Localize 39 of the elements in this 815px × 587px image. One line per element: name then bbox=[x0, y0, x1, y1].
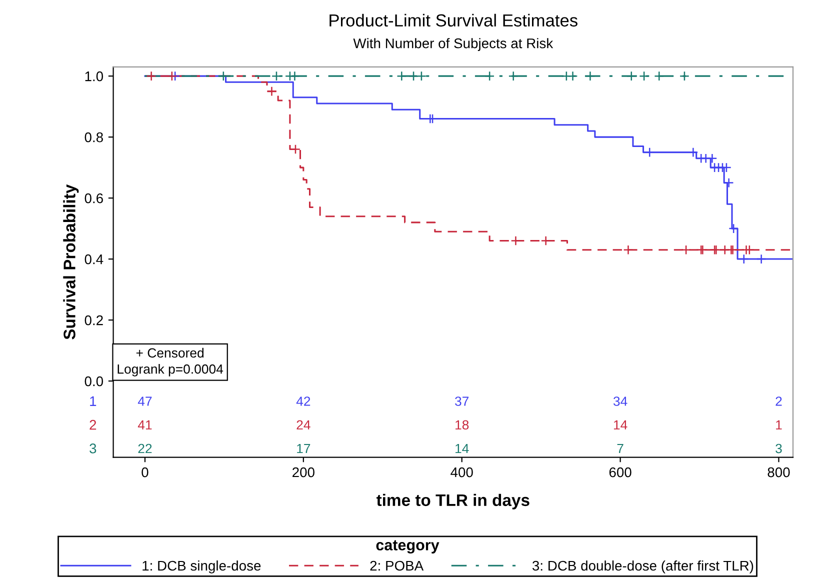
annotation: 14 bbox=[456, 444, 469, 454]
annotation: 14 bbox=[614, 420, 628, 430]
annotation: 2 bbox=[776, 396, 782, 406]
y-axis-title: Survival Probability bbox=[63, 184, 79, 340]
y-tick-label: 1.0 bbox=[85, 71, 104, 82]
annotation: 42 bbox=[296, 396, 310, 406]
annotation: 7 bbox=[617, 444, 624, 454]
y-tick-label: 0.6 bbox=[84, 193, 103, 204]
annotation: Logrank p=0.0004 bbox=[118, 364, 224, 376]
x-axis-title: time to TLR in days bbox=[376, 494, 530, 510]
x-tick-label: 800 bbox=[768, 467, 790, 478]
x-tick-label: 600 bbox=[609, 467, 632, 478]
chart-subtitle: With Number of Subjects at Risk bbox=[353, 38, 554, 52]
legend-title: category bbox=[376, 540, 440, 554]
annotation: 1 bbox=[776, 420, 782, 430]
text: 2 bbox=[90, 420, 96, 430]
chart-title: Product-Limit Survival Estimates bbox=[330, 14, 578, 27]
annotation: 18 bbox=[456, 420, 469, 430]
y-tick-label: 0.2 bbox=[84, 315, 103, 326]
annotation: 41 bbox=[138, 420, 152, 430]
text: 1 bbox=[90, 396, 96, 406]
legend-label: 3: DCB double-dose (after first TLR) bbox=[532, 560, 754, 574]
text: 3 bbox=[90, 444, 96, 454]
x-tick-label: 400 bbox=[450, 467, 473, 478]
annotation: 37 bbox=[455, 396, 469, 406]
legend-label: 2: POBA bbox=[370, 560, 424, 571]
annotation: 34 bbox=[613, 396, 628, 406]
annotation: 3 bbox=[776, 444, 782, 454]
annotation: 47 bbox=[138, 396, 152, 406]
legend-label: 1: DCB single-dose bbox=[142, 560, 261, 574]
annotation: 24 bbox=[296, 420, 310, 430]
y-tick-label: 0.0 bbox=[84, 376, 104, 386]
annotation: + Censored bbox=[136, 348, 204, 358]
x-tick-label: 0 bbox=[142, 467, 148, 478]
annotation: 22 bbox=[138, 444, 152, 454]
y-tick-label: 0.4 bbox=[84, 254, 104, 264]
annotation: 17 bbox=[297, 444, 310, 454]
y-tick-label: 0.8 bbox=[84, 132, 103, 142]
x-tick-label: 200 bbox=[292, 467, 314, 478]
